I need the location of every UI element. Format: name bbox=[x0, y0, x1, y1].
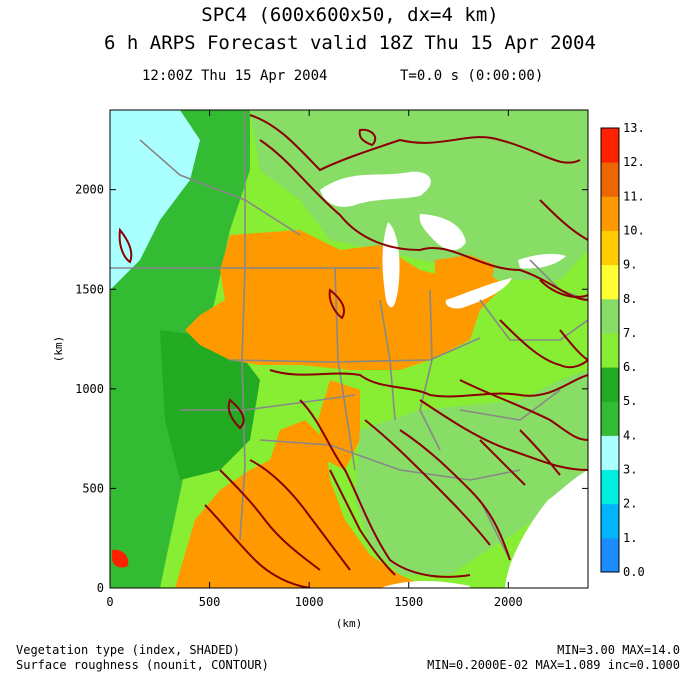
southeast-forest-region bbox=[355, 370, 588, 575]
colorbar-segment bbox=[601, 230, 619, 266]
colorbar-segment bbox=[601, 332, 619, 368]
chart-title-line1: SPC4 (600x600x50, dx=4 km) bbox=[201, 4, 499, 26]
colorbar-label: 6. bbox=[623, 360, 637, 374]
x-tick-label: 2000 bbox=[494, 595, 523, 609]
y-tick-label: 2000 bbox=[75, 183, 104, 197]
contour-stats: MIN=0.2000E-02 MAX=1.089 inc=0.1000 bbox=[427, 658, 680, 672]
colorbar-segment bbox=[601, 128, 619, 163]
urban-patch bbox=[112, 549, 129, 568]
elapsed-time-label: T=0.0 s (0:00:00) bbox=[400, 68, 544, 84]
contour-field-label: Surface roughness (nounit, CONTOUR) bbox=[16, 658, 269, 672]
colorbar-label: 4. bbox=[623, 428, 637, 442]
colorbar-segment bbox=[601, 264, 619, 300]
colorbar-label: 2. bbox=[623, 497, 637, 511]
atlantic-ocean bbox=[505, 470, 588, 588]
x-axis-label: (km) bbox=[336, 617, 363, 630]
colorbar-segment bbox=[601, 503, 619, 539]
colorbar-segment bbox=[601, 196, 619, 231]
michigan-cropland-region bbox=[435, 255, 495, 292]
vegetation-map bbox=[110, 110, 588, 588]
y-tick-label: 1000 bbox=[75, 382, 104, 396]
y-axis-ticks bbox=[110, 189, 588, 589]
colorbar-segment bbox=[601, 162, 619, 197]
colorbar-segment bbox=[601, 537, 619, 573]
y-tick-label: 500 bbox=[82, 481, 104, 495]
delta-cropland-region bbox=[318, 380, 360, 470]
x-tick-label: 500 bbox=[199, 595, 221, 609]
shaded-stats: MIN=3.00 MAX=14.0 bbox=[557, 643, 680, 657]
colorbar-label: 5. bbox=[623, 394, 637, 408]
colorbar-segment bbox=[601, 469, 619, 505]
plains-grassland-region bbox=[160, 330, 260, 480]
colorbar-label: 9. bbox=[623, 258, 637, 272]
colorbar-label: 11. bbox=[623, 189, 645, 203]
colorbar-label: 0.0 bbox=[623, 565, 645, 579]
colorbar-label: 8. bbox=[623, 292, 637, 306]
colorbar-frame bbox=[600, 127, 620, 573]
colorbar-label: 12. bbox=[623, 155, 645, 169]
colorbar-segment bbox=[601, 367, 619, 402]
x-tick-label: 0 bbox=[106, 595, 113, 609]
colorbar-label: 13. bbox=[623, 121, 645, 135]
x-axis-ticks bbox=[109, 110, 509, 588]
colorbar-labels: 0.0 1. 2. 3. 4. 5. 6. 7. 8. 9. 10. 11. 12. 13. bbox=[623, 121, 645, 579]
lake-ontario bbox=[518, 253, 566, 269]
chart-title-line2: 6 h ARPS Forecast valid 18Z Thu 15 Apr 2… bbox=[104, 32, 596, 54]
roughness-contours bbox=[118, 114, 588, 588]
y-tick-label: 0 bbox=[97, 581, 104, 595]
colorbar-label: 1. bbox=[623, 531, 637, 545]
x-tick-label: 1000 bbox=[295, 595, 324, 609]
state-boundaries bbox=[110, 110, 588, 561]
colorbar-segment bbox=[601, 435, 619, 471]
lake-michigan bbox=[382, 222, 400, 308]
colorbar bbox=[600, 127, 620, 573]
southern-cropland-region bbox=[175, 420, 430, 588]
colorbar-label: 10. bbox=[623, 223, 645, 237]
colorbar-label: 3. bbox=[623, 463, 637, 477]
northwest-shrub-region bbox=[110, 110, 200, 290]
x-tick-label: 1500 bbox=[394, 595, 423, 609]
lake-superior bbox=[320, 171, 431, 207]
shaded-field-label: Vegetation type (index, SHADED) bbox=[16, 643, 240, 657]
colorbar-segment bbox=[601, 401, 619, 436]
colorbar-label: 7. bbox=[623, 326, 637, 340]
plot-frame bbox=[109, 109, 589, 589]
valid-time-label: 12:00Z Thu 15 Apr 2004 bbox=[142, 68, 328, 84]
colorbar-segment bbox=[601, 298, 619, 334]
x-axis-tick-labels: 0 500 1000 1500 2000 bbox=[106, 595, 522, 609]
cropland-belt-region bbox=[185, 230, 505, 370]
y-tick-label: 1500 bbox=[75, 282, 104, 296]
gulf-of-mexico bbox=[380, 581, 470, 588]
y-axis-label: (km) bbox=[52, 336, 65, 363]
lake-huron bbox=[419, 214, 466, 251]
lake-erie bbox=[445, 278, 512, 309]
y-axis-tick-labels: 0 500 1000 1500 2000 bbox=[75, 183, 104, 595]
